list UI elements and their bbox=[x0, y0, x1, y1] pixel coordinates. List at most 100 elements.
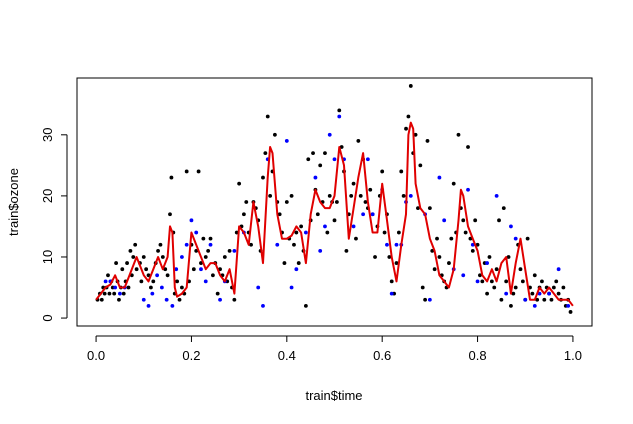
point-s0-106 bbox=[327, 193, 332, 198]
point-s0-175 bbox=[492, 285, 497, 290]
point-s1-36 bbox=[332, 157, 337, 162]
point-s0-137 bbox=[401, 193, 406, 198]
point-s1-69 bbox=[566, 303, 571, 308]
point-s0-56 bbox=[208, 236, 213, 241]
x-tick-label-1: 0.2 bbox=[182, 348, 200, 363]
y-tick-label-0: 0 bbox=[40, 314, 55, 321]
point-s0-182 bbox=[509, 303, 513, 308]
point-s0-46 bbox=[184, 169, 189, 174]
point-s0-66 bbox=[232, 297, 237, 302]
point-s0-146 bbox=[423, 297, 428, 302]
point-s0-111 bbox=[339, 145, 344, 149]
point-s0-81 bbox=[268, 193, 273, 198]
point-s1-12 bbox=[174, 267, 179, 272]
point-s0-51 bbox=[196, 169, 201, 174]
point-s0-170 bbox=[480, 279, 485, 284]
point-s0-34 bbox=[158, 242, 163, 247]
x-tick-label-2: 0.4 bbox=[278, 348, 296, 363]
point-s0-140 bbox=[408, 84, 413, 88]
point-s0-43 bbox=[177, 297, 182, 302]
y-axis: 0 10 20 30 bbox=[40, 128, 68, 322]
point-s0-116 bbox=[351, 181, 356, 186]
point-s0-156 bbox=[447, 261, 451, 265]
point-s0-38 bbox=[168, 212, 172, 217]
point-s0-163 bbox=[463, 230, 468, 235]
point-s1-37 bbox=[337, 114, 342, 119]
point-s0-85 bbox=[277, 212, 282, 217]
point-s0-16 bbox=[121, 291, 126, 296]
point-s0-202 bbox=[556, 291, 561, 296]
point-s0-68 bbox=[237, 181, 242, 186]
point-s0-18 bbox=[125, 261, 129, 265]
point-s0-64 bbox=[227, 248, 232, 253]
point-s0-118 bbox=[356, 139, 361, 143]
point-s1-42 bbox=[370, 212, 375, 217]
point-s0-131 bbox=[387, 255, 392, 259]
point-s1-46 bbox=[394, 242, 399, 247]
point-s1-66 bbox=[537, 291, 542, 296]
point-s0-44 bbox=[180, 285, 184, 290]
x-tick-label-3: 0.6 bbox=[373, 348, 391, 363]
point-s1-15 bbox=[189, 218, 194, 223]
point-s0-71 bbox=[244, 200, 249, 204]
y-tick-label-2: 20 bbox=[40, 189, 55, 203]
point-s0-37 bbox=[165, 273, 170, 278]
point-s1-33 bbox=[318, 248, 323, 253]
point-s0-30 bbox=[149, 285, 153, 290]
point-s0-136 bbox=[399, 169, 404, 174]
point-s0-178 bbox=[499, 297, 504, 302]
point-s0-22 bbox=[131, 255, 136, 259]
point-s1-41 bbox=[365, 157, 370, 162]
point-s1-53 bbox=[442, 218, 447, 223]
point-s0-87 bbox=[282, 261, 287, 265]
point-s1-31 bbox=[303, 230, 308, 235]
point-s1-17 bbox=[199, 267, 203, 272]
point-s0-104 bbox=[323, 151, 327, 156]
point-s0-79 bbox=[263, 151, 268, 156]
x-tick-label-4: 0.8 bbox=[469, 348, 487, 363]
point-s0-80 bbox=[265, 114, 270, 119]
point-s1-49 bbox=[408, 193, 413, 198]
point-s0-196 bbox=[542, 297, 547, 302]
point-s1-51 bbox=[427, 297, 432, 302]
point-s0-200 bbox=[551, 285, 556, 290]
point-s0-55 bbox=[206, 248, 211, 253]
point-s0-57 bbox=[211, 273, 215, 278]
point-s0-20 bbox=[128, 248, 133, 253]
point-s0-129 bbox=[382, 230, 387, 235]
point-s0-123 bbox=[368, 187, 373, 192]
point-s0-19 bbox=[126, 285, 131, 290]
point-s0-96 bbox=[303, 303, 308, 308]
point-s0-138 bbox=[404, 126, 408, 131]
point-s1-27 bbox=[275, 242, 280, 247]
point-s0-54 bbox=[203, 255, 208, 259]
point-s0-173 bbox=[487, 255, 492, 259]
point-s0-23 bbox=[133, 242, 138, 247]
point-s1-2 bbox=[113, 285, 118, 290]
point-s0-199 bbox=[549, 297, 554, 302]
fit-line-layer bbox=[95, 121, 574, 307]
point-s0-113 bbox=[344, 248, 349, 253]
point-s0-125 bbox=[373, 255, 377, 259]
point-s0-121 bbox=[363, 200, 368, 204]
point-s0-78 bbox=[261, 175, 265, 180]
point-s0-148 bbox=[427, 206, 432, 211]
plot-box bbox=[76, 77, 593, 327]
y-axis-label: train$ozone bbox=[6, 168, 21, 236]
point-s0-90 bbox=[289, 193, 294, 198]
point-s0-134 bbox=[394, 261, 399, 265]
y-tick-label-3: 30 bbox=[40, 128, 55, 142]
fit-line bbox=[95, 121, 574, 307]
point-s0-88 bbox=[284, 200, 289, 204]
point-s0-73 bbox=[249, 242, 253, 247]
point-s0-179 bbox=[501, 206, 506, 211]
point-s0-53 bbox=[201, 236, 206, 241]
point-s1-58 bbox=[475, 279, 480, 284]
point-s1-8 bbox=[155, 273, 160, 278]
point-s0-180 bbox=[504, 279, 509, 284]
point-s0-172 bbox=[485, 291, 489, 296]
point-s0-13 bbox=[117, 297, 121, 302]
x-axis-label: train$time bbox=[305, 388, 362, 403]
point-s1-40 bbox=[361, 212, 366, 217]
point-s1-18 bbox=[203, 279, 208, 284]
